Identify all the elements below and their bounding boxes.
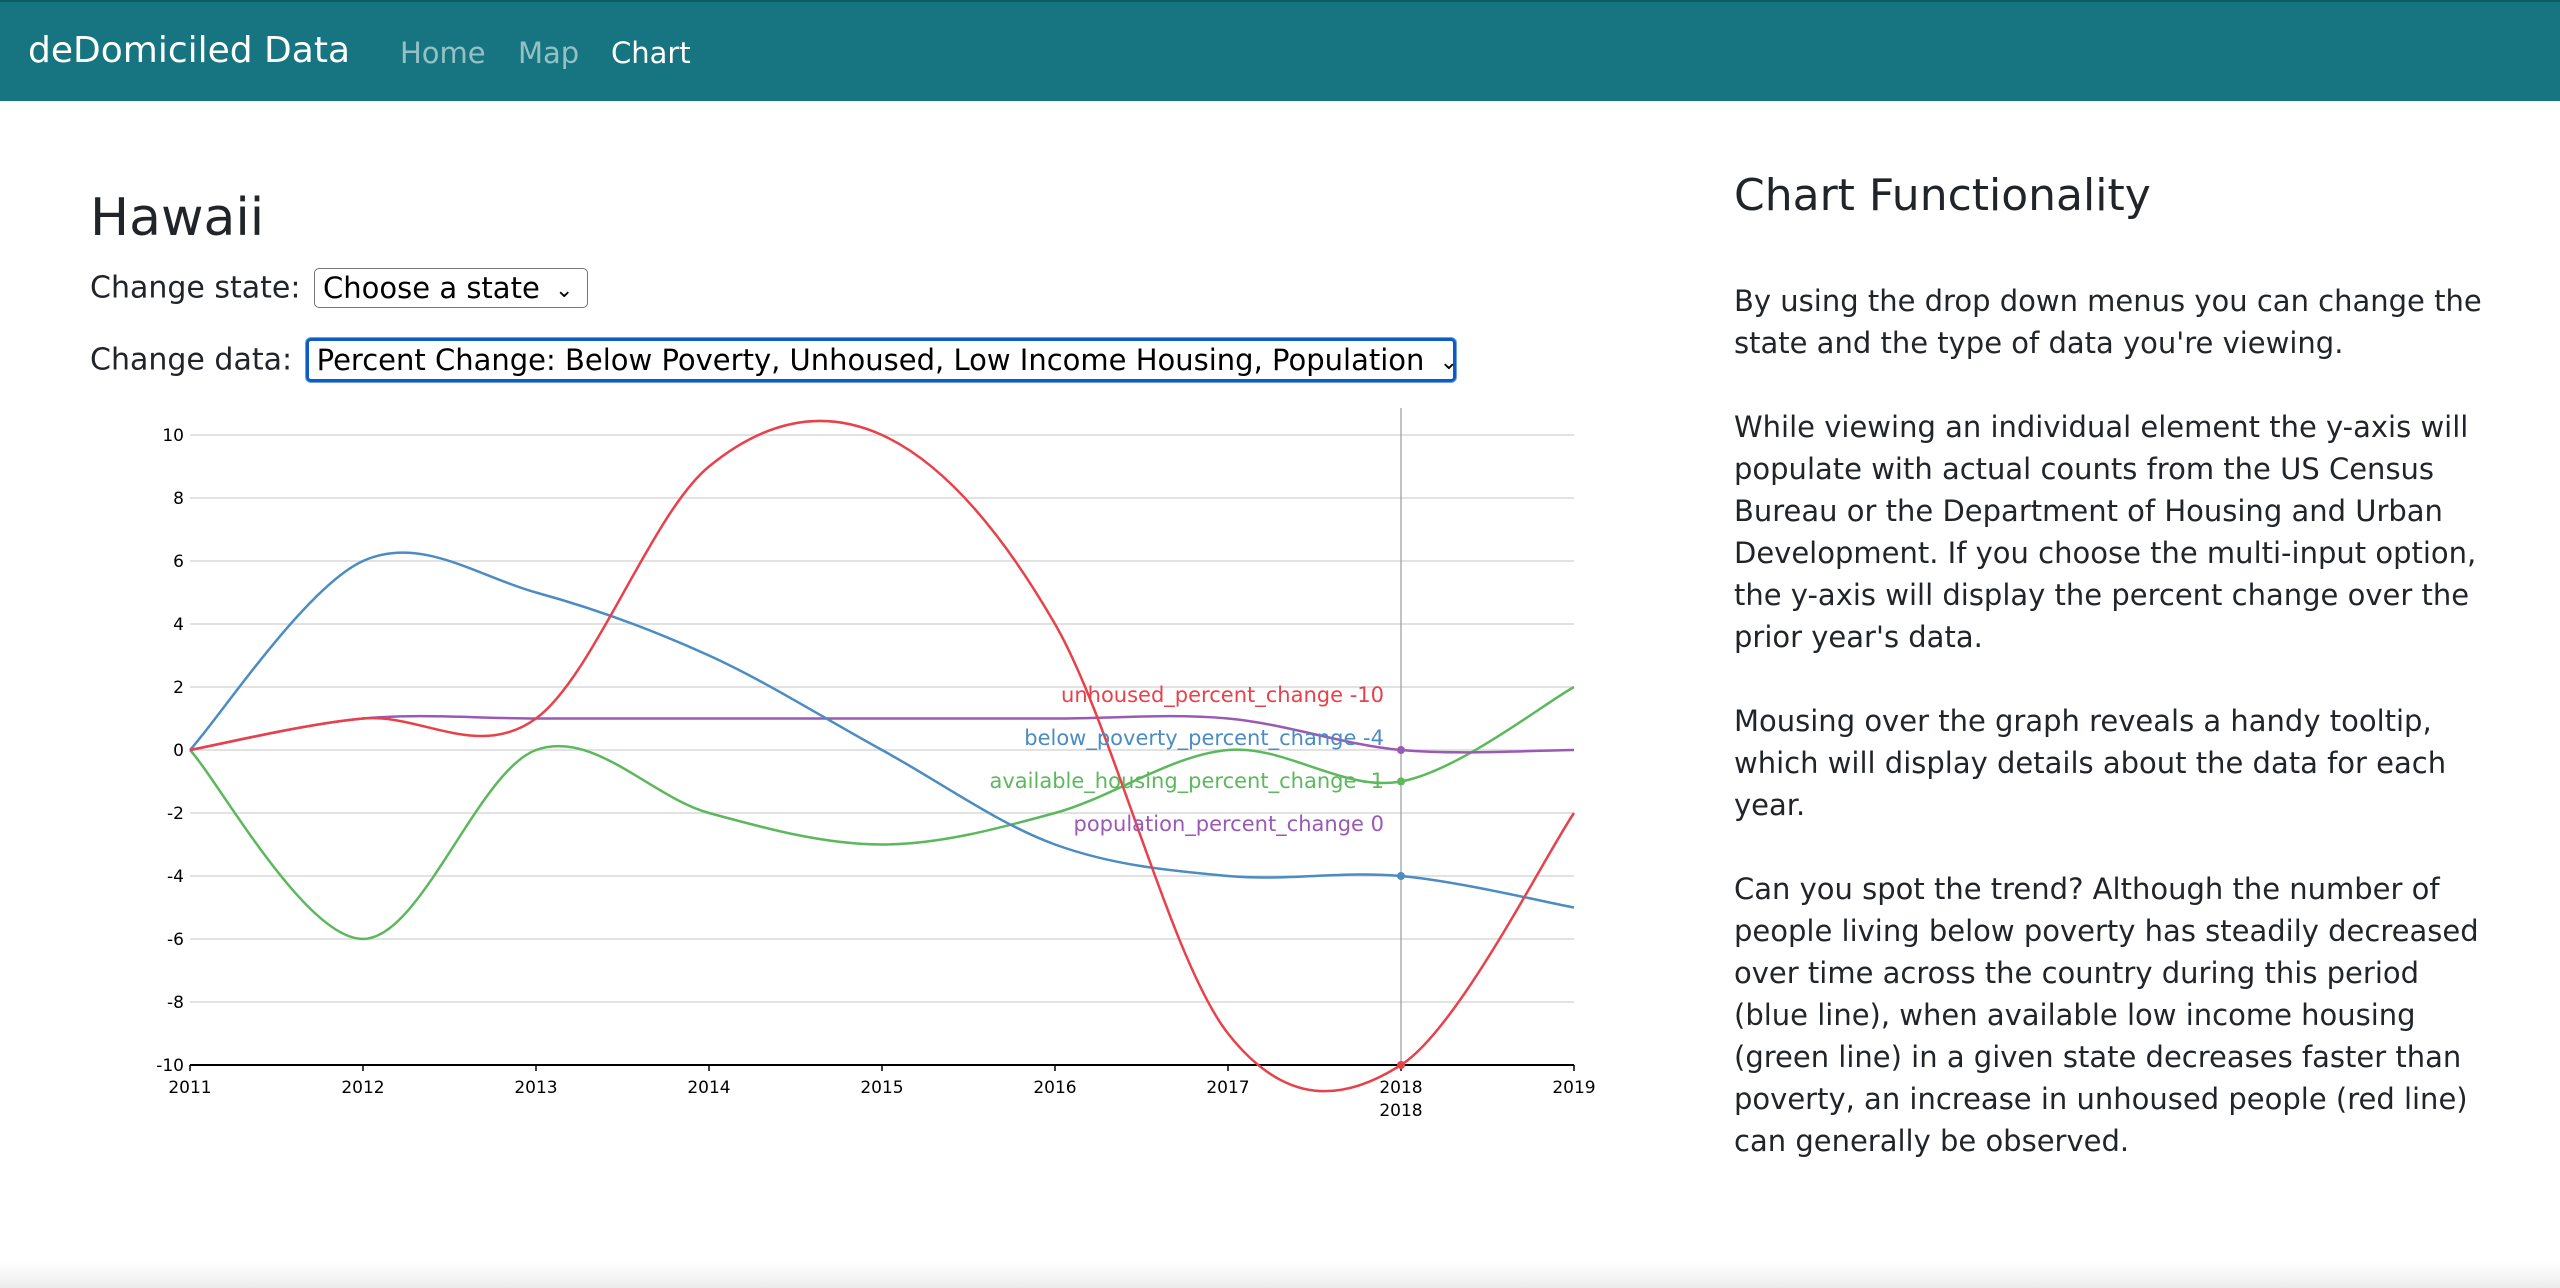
chevron-down-icon: ⌄	[555, 277, 574, 303]
page-bottom-edge	[0, 1262, 2560, 1288]
sidebar-paragraph-3: Mousing over the graph reveals a handy t…	[1734, 704, 2447, 822]
chart-axes: -10 -8 -6 -4 -2 0 2 4 6 8 10 2011 2012 2013 2014 2015 20…	[156, 426, 1595, 1098]
y-tick-label: -6	[167, 930, 184, 950]
nav-link-chart[interactable]: Chart	[611, 36, 691, 70]
y-tick-label: 0	[173, 741, 184, 761]
x-tick-label: 2015	[860, 1078, 903, 1098]
nav-link-home[interactable]: Home	[400, 36, 486, 70]
change-state-label: Change state:	[90, 270, 301, 306]
sidebar-paragraph-2: While viewing an individual element the …	[1734, 410, 2477, 654]
series-line-below-poverty-percent-change	[189, 551, 1575, 909]
y-tick-label: 6	[173, 552, 184, 572]
sidebar-paragraph-4: Can you spot the trend? Although the num…	[1734, 872, 2479, 1158]
hover-point	[1397, 746, 1405, 754]
x-tick-label: 2011	[168, 1078, 211, 1098]
x-tick-label: 2013	[514, 1078, 557, 1098]
x-tick-label: 2012	[341, 1078, 384, 1098]
state-title: Hawaii	[90, 188, 265, 248]
y-tick-label: -2	[167, 804, 184, 824]
sidebar-paragraph-1: By using the drop down menus you can cha…	[1734, 284, 2482, 360]
x-tick-label: 2014	[687, 1078, 730, 1098]
state-select[interactable]: Choose a state ⌄	[314, 268, 589, 308]
x-tick-label: 2016	[1033, 1078, 1076, 1098]
x-tick-label: 2018	[1379, 1078, 1422, 1098]
hover-point	[1397, 872, 1405, 880]
chart-series	[189, 419, 1576, 1093]
y-tick-label: 8	[173, 489, 184, 509]
data-select[interactable]: Percent Change: Below Poverty, Unhoused,…	[305, 338, 1459, 382]
chart-hover-layer: 2018 unhoused_percent_change -10 below_pov…	[990, 408, 1423, 1121]
series-line-population-percent-change	[189, 714, 1575, 754]
tooltip-entry: available_housing_percent_change -1	[990, 769, 1385, 794]
y-tick-label: -8	[167, 993, 184, 1013]
y-tick-label: 4	[173, 615, 184, 635]
brand-logo-text[interactable]: deDomiciled Data	[28, 30, 351, 71]
x-tick-label: 2019	[1552, 1078, 1595, 1098]
tooltip-entry: population_percent_change 0	[1074, 812, 1385, 837]
change-state-row: Change state: Choose a state ⌄	[90, 268, 589, 308]
hover-point	[1397, 777, 1405, 786]
top-navbar: deDomiciled Data Home Map Chart	[0, 0, 2560, 101]
chevron-down-icon: ⌄	[1439, 349, 1459, 375]
hover-year-label: 2018	[1379, 1101, 1422, 1121]
change-data-label: Change data:	[90, 342, 293, 378]
y-tick-label: 10	[162, 426, 184, 446]
sidebar-title: Chart Functionality	[1734, 170, 2151, 221]
state-select-value: Choose a state	[323, 271, 540, 305]
hover-point	[1397, 1061, 1405, 1069]
tooltip-entry: unhoused_percent_change -10	[1061, 683, 1384, 708]
x-tick-label: 2017	[1206, 1078, 1249, 1098]
series-line-available-housing-percent-change	[189, 685, 1575, 941]
chart-grid	[190, 434, 1574, 1066]
change-data-row: Change data: Percent Change: Below Pover…	[90, 338, 1459, 382]
y-tick-label: -4	[167, 867, 184, 887]
y-tick-label: -10	[156, 1056, 184, 1076]
series-line-unhoused-percent-change	[189, 419, 1576, 1093]
tooltip-entry: below_poverty_percent_change -4	[1024, 726, 1384, 751]
data-select-value: Percent Change: Below Poverty, Unhoused,…	[316, 343, 1425, 377]
y-tick-label: 2	[173, 678, 184, 698]
nav-link-map[interactable]: Map	[518, 36, 580, 70]
line-chart[interactable]: -10 -8 -6 -4 -2 0 2 4 6 8 10 2011 2012 2013 2014 2015 20…	[0, 0, 1660, 1288]
